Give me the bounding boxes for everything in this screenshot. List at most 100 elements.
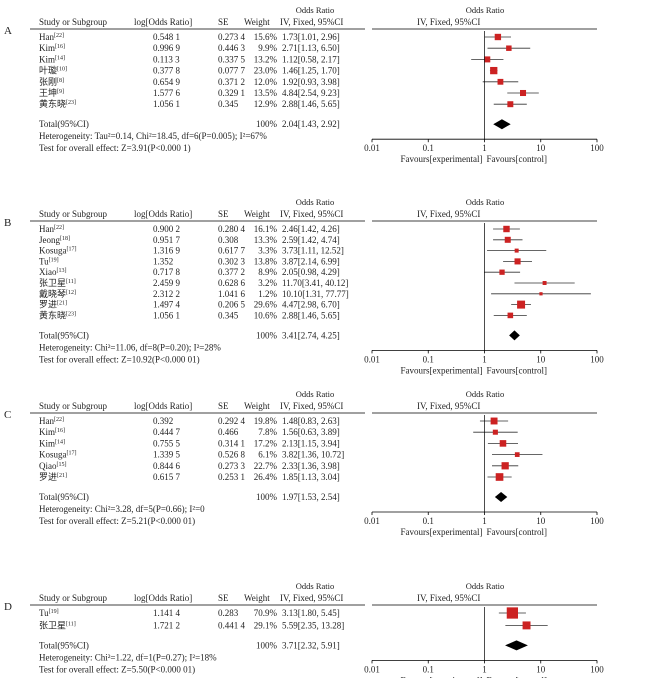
- heterogeneity-text: Heterogeneity: Chi²=3.28, df=5(P=0.66); …: [39, 504, 205, 514]
- study-name: Qiao[15]: [39, 461, 67, 471]
- effect-square: [542, 281, 547, 285]
- effect-square: [494, 33, 502, 41]
- header-odds-ratio-plot: Odds Ratio: [466, 5, 505, 15]
- header-method-plot: IV, Fixed, 95%CI: [417, 593, 480, 603]
- study-log-or: 0.755 5: [153, 438, 181, 448]
- header-se: SE: [218, 209, 229, 219]
- effect-square: [506, 607, 519, 619]
- study-se: 0.345: [218, 310, 239, 320]
- study-se: 0.308: [218, 235, 239, 245]
- study-weight: 10.6%: [254, 310, 278, 320]
- study-weight: 13.3%: [254, 235, 278, 245]
- study-ci: 10.10[1.31, 77.77]: [282, 289, 349, 299]
- header-odds-ratio: Odds Ratio: [296, 581, 335, 591]
- header-se: SE: [218, 593, 229, 603]
- study-name: 黄东晓[23]: [39, 309, 76, 320]
- effect-square: [497, 78, 504, 85]
- study-weight: 9.9%: [258, 43, 277, 53]
- study-row: 戴晓琴[12] 2.312 2 1.041 6 1.2% 10.10[1.31, 77.…: [39, 288, 591, 299]
- effect-square: [514, 452, 520, 457]
- total-label: Total(95%CI): [39, 119, 89, 129]
- study-ci: 1.48[0.83, 2.63]: [282, 416, 340, 426]
- header-log-or: log[Odds Ratio]: [134, 401, 192, 411]
- study-name: 罗进[21]: [39, 472, 67, 482]
- study-row: 黄东晓[23] 1.056 1 0.345 12.9% 2.88[1.46, 5.65]: [39, 98, 527, 109]
- study-name: Han[22]: [39, 32, 64, 42]
- header-log-or: log[Odds Ratio]: [134, 593, 192, 603]
- study-se: 0.466: [218, 427, 239, 437]
- study-log-or: 1.339 5: [153, 450, 181, 460]
- study-weight: 70.9%: [254, 608, 278, 618]
- x-tick-label: 0.01: [364, 143, 380, 153]
- header-log-or: log[Odds Ratio]: [134, 209, 192, 219]
- study-weight: 13.8%: [254, 256, 278, 266]
- effect-square: [495, 473, 504, 481]
- header-study: Study or Subgroup: [39, 401, 108, 411]
- study-ci: 5.59[2.35, 13.28]: [282, 620, 344, 630]
- study-ci: 2.46[1.42, 4.26]: [282, 224, 340, 234]
- study-se: 1.041 6: [218, 289, 246, 299]
- header-odds-ratio-plot: Odds Ratio: [466, 389, 505, 399]
- x-tick-label: 10: [536, 516, 546, 526]
- overall-effect-text: Test for overall effect: Z=3.91(P<0.000 …: [39, 143, 191, 153]
- x-tick-label: 10: [536, 143, 546, 153]
- study-log-or: 1.141 4: [153, 608, 181, 618]
- header-study: Study or Subgroup: [39, 209, 108, 219]
- effect-square: [484, 56, 491, 63]
- study-weight: 22.7%: [254, 461, 278, 471]
- study-name: Kosuga[17]: [39, 450, 77, 460]
- study-se: 0.617 7: [218, 246, 246, 256]
- study-ci: 3.13[1.80, 5.45]: [282, 608, 340, 618]
- x-tick-label: 100: [590, 143, 604, 153]
- panel-letter: D: [4, 601, 12, 613]
- header-weight: Weight: [244, 593, 270, 603]
- favours-experimental-label: Favours[experimental]: [401, 154, 483, 164]
- study-row: Kim[14] 0.113 3 0.337 5 13.2% 1.12[0.58, 2.1…: [39, 54, 504, 64]
- study-log-or: 0.377 8: [153, 66, 181, 76]
- study-se: 0.273 3: [218, 461, 246, 471]
- study-name: 叶璇[10]: [39, 65, 67, 76]
- effect-square: [514, 258, 521, 265]
- study-se: 0.526 8: [218, 450, 246, 460]
- study-se: 0.283: [218, 608, 239, 618]
- x-tick-label: 0.01: [364, 664, 380, 674]
- study-log-or: 0.615 7: [153, 472, 181, 482]
- study-log-or: 1.056 1: [153, 310, 180, 320]
- study-weight: 12.0%: [254, 77, 278, 87]
- effect-square: [490, 66, 498, 75]
- header-odds-ratio: Odds Ratio: [296, 389, 335, 399]
- x-tick-label: 0.01: [364, 516, 380, 526]
- x-tick-label: 0.1: [423, 143, 434, 153]
- study-log-or: 0.113 3: [153, 54, 180, 64]
- total-ci: 2.04[1.43, 2.92]: [282, 119, 340, 129]
- effect-square: [492, 429, 498, 435]
- study-log-or: 0.717 8: [153, 267, 181, 277]
- panel-letter: A: [4, 25, 12, 37]
- study-name: 王坤[9]: [39, 87, 64, 98]
- header-method: IV, Fixed, 95%CI: [280, 209, 343, 219]
- study-name: Kim[16]: [39, 43, 65, 53]
- study-ci: 4.47[2.98, 6.70]: [282, 300, 340, 310]
- study-ci: 1.73[1.01, 2.96]: [282, 32, 340, 42]
- study-row: Tu[19] 1.352 0.302 3 13.8% 3.87[2.14, 6.99]: [39, 256, 533, 266]
- heterogeneity-text: Heterogeneity: Tau²=0.14, Chi²=18.45, df…: [39, 131, 267, 141]
- study-log-or: 1.316 9: [153, 246, 181, 256]
- study-weight: 19.8%: [254, 416, 278, 426]
- header-se: SE: [218, 401, 229, 411]
- total-label: Total(95%CI): [39, 492, 89, 502]
- study-ci: 2.88[1.46, 5.65]: [282, 99, 340, 109]
- x-tick-label: 100: [590, 354, 604, 364]
- study-name: Xiao[13]: [39, 267, 67, 277]
- study-row: Jeong[18] 0.951 7 0.308 13.3% 2.59[1.42, 4.7…: [39, 235, 523, 245]
- favours-control-label: Favours[control]: [487, 365, 548, 375]
- heterogeneity-text: Heterogeneity: Chi²=11.06, df=8(P=0.20);…: [39, 342, 221, 352]
- study-name: 张刚[8]: [39, 77, 64, 87]
- header-odds-ratio: Odds Ratio: [296, 197, 335, 207]
- study-se: 0.371 2: [218, 77, 245, 87]
- study-ci: 3.73[1.11, 12.52]: [282, 246, 344, 256]
- total-ci: 1.97[1.53, 2.54]: [282, 492, 340, 502]
- study-ci: 1.46[1.25, 1.70]: [282, 66, 340, 76]
- study-name: Han[22]: [39, 416, 64, 426]
- panel-a: A Odds Ratio Odds Ratio Study or Subgroup lo…: [4, 5, 604, 164]
